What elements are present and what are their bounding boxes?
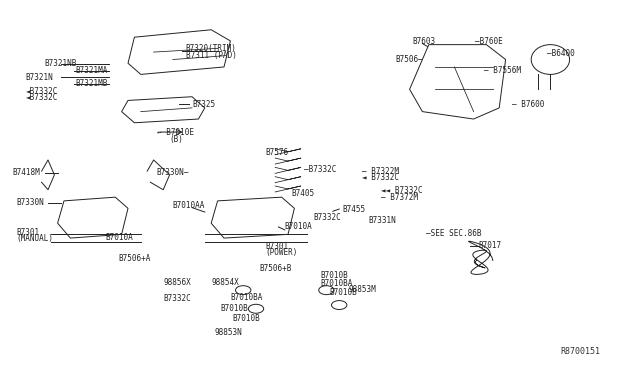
Text: ◄ B7332C: ◄ B7332C <box>362 173 399 182</box>
Text: ◄◄ B7332C: ◄◄ B7332C <box>381 186 422 195</box>
Text: B7325: B7325 <box>192 100 215 109</box>
Text: — B7372M: — B7372M <box>381 193 418 202</box>
Text: B7010A: B7010A <box>106 233 133 242</box>
Text: B7010B: B7010B <box>221 304 248 312</box>
Text: B7506+B: B7506+B <box>260 264 292 273</box>
Text: (MANUAL): (MANUAL) <box>16 234 53 243</box>
Text: 98856X: 98856X <box>163 278 191 287</box>
Text: B7603: B7603 <box>413 37 436 46</box>
Text: B7010BA: B7010BA <box>230 293 263 302</box>
Text: B7330N: B7330N <box>16 198 44 207</box>
Text: B7010AA: B7010AA <box>173 201 205 210</box>
Text: B7506—: B7506— <box>395 55 422 64</box>
Text: B7455: B7455 <box>342 205 365 214</box>
Text: — B7600: — B7600 <box>512 100 545 109</box>
Text: —B6400: —B6400 <box>547 49 575 58</box>
Text: B7330N—: B7330N— <box>157 169 189 177</box>
Text: B7321N: B7321N <box>26 73 53 81</box>
Text: 98853N: 98853N <box>214 328 242 337</box>
Text: B7321MA: B7321MA <box>76 66 108 75</box>
Text: B7331N: B7331N <box>368 216 396 225</box>
Text: 98853M: 98853M <box>349 285 376 294</box>
Text: B7506+A: B7506+A <box>118 254 151 263</box>
Text: R8700151: R8700151 <box>560 347 600 356</box>
Text: B7017: B7017 <box>479 241 502 250</box>
Text: B7321NB: B7321NB <box>45 59 77 68</box>
Text: B7332C: B7332C <box>163 294 191 303</box>
Text: ◄B7332C: ◄B7332C <box>26 87 58 96</box>
Text: B7301: B7301 <box>16 228 39 237</box>
Text: B7010B: B7010B <box>320 271 348 280</box>
Text: (B): (B) <box>170 135 184 144</box>
Text: —SEE SEC.86B: —SEE SEC.86B <box>426 229 481 238</box>
Text: B7301: B7301 <box>266 242 289 251</box>
Text: B7010B: B7010B <box>330 288 357 296</box>
Text: —B760E: —B760E <box>475 37 502 46</box>
Text: B7418M: B7418M <box>13 169 40 177</box>
Text: ← B7010E: ← B7010E <box>157 128 194 137</box>
Text: B7332C: B7332C <box>314 213 341 222</box>
Text: 98854X: 98854X <box>211 278 239 287</box>
Text: — B7556M: — B7556M <box>484 66 521 75</box>
Text: B7576: B7576 <box>266 148 289 157</box>
Text: B7320(TRIM): B7320(TRIM) <box>186 44 236 53</box>
Text: (POWER): (POWER) <box>266 248 298 257</box>
Text: —B7332C: —B7332C <box>304 165 337 174</box>
Text: — B7322M: — B7322M <box>362 167 399 176</box>
Text: ◄B7332C: ◄B7332C <box>26 93 58 102</box>
Text: B7010B: B7010B <box>232 314 260 323</box>
Text: B7311 (PAD): B7311 (PAD) <box>186 51 236 60</box>
Text: B7321MB: B7321MB <box>76 79 108 88</box>
Text: B7010A: B7010A <box>285 222 312 231</box>
Text: B7405: B7405 <box>291 189 314 198</box>
Text: B7010BA: B7010BA <box>320 279 353 288</box>
